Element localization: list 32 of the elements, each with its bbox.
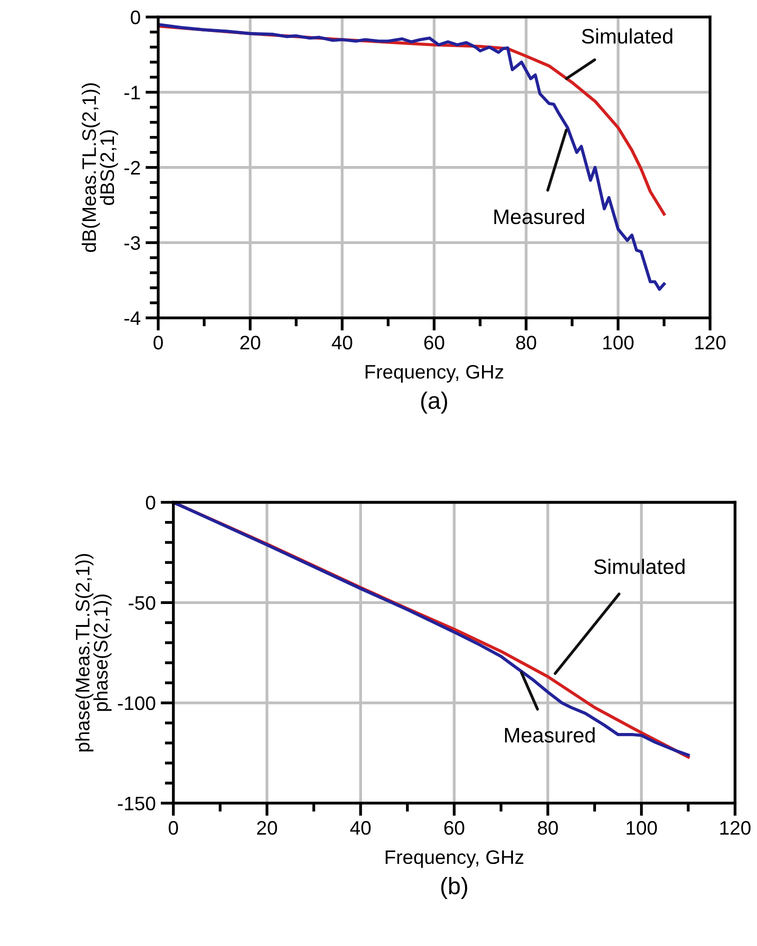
x-tick-label: 40 (332, 336, 352, 350)
x-tick-label: 20 (257, 821, 278, 835)
text: (a) (421, 392, 448, 414)
annotation: Measured (494, 208, 584, 224)
x-tick-label: 100 (626, 821, 657, 835)
y-tick-label: -3 (124, 236, 140, 250)
x-tick-label: 120 (720, 821, 751, 835)
x-tick-label: 80 (516, 336, 536, 350)
y-tick-label: 0 (130, 10, 140, 24)
y-tick-label: -50 (128, 596, 156, 610)
y-tick-label: -150 (118, 796, 156, 810)
x-tick-label: 60 (424, 336, 444, 350)
y-tick-label: -1 (124, 86, 140, 100)
x-tick-label: 40 (350, 821, 371, 835)
text: (b) (441, 876, 468, 899)
y-tick-label: -2 (124, 160, 140, 174)
x-tick-label: 120 (695, 336, 726, 350)
annotation: Measured (505, 727, 595, 743)
x-tick-label: 0 (168, 821, 178, 835)
y-axis-title: dB(Meas.TL.S(2,1)) dBS(2,1) (82, 83, 118, 252)
y-axis-title: phase(Meas.TL.S(2,1)) phase(S(2,1)) (75, 554, 112, 752)
y-tick-label: -100 (118, 696, 156, 710)
x-tick-label: 60 (444, 821, 464, 835)
x-axis-title: Frequency, GHz (386, 850, 524, 868)
annotation: Simulated (594, 558, 685, 574)
y-tick-label: 0 (146, 496, 156, 510)
x-tick-label: 100 (603, 336, 634, 350)
annotation: Simulated (582, 28, 672, 44)
x-axis-title: Frequency, GHz (366, 364, 504, 383)
x-tick-label: 20 (240, 336, 260, 350)
y-tick-label: -4 (124, 312, 140, 325)
x-tick-label: 80 (538, 821, 558, 835)
